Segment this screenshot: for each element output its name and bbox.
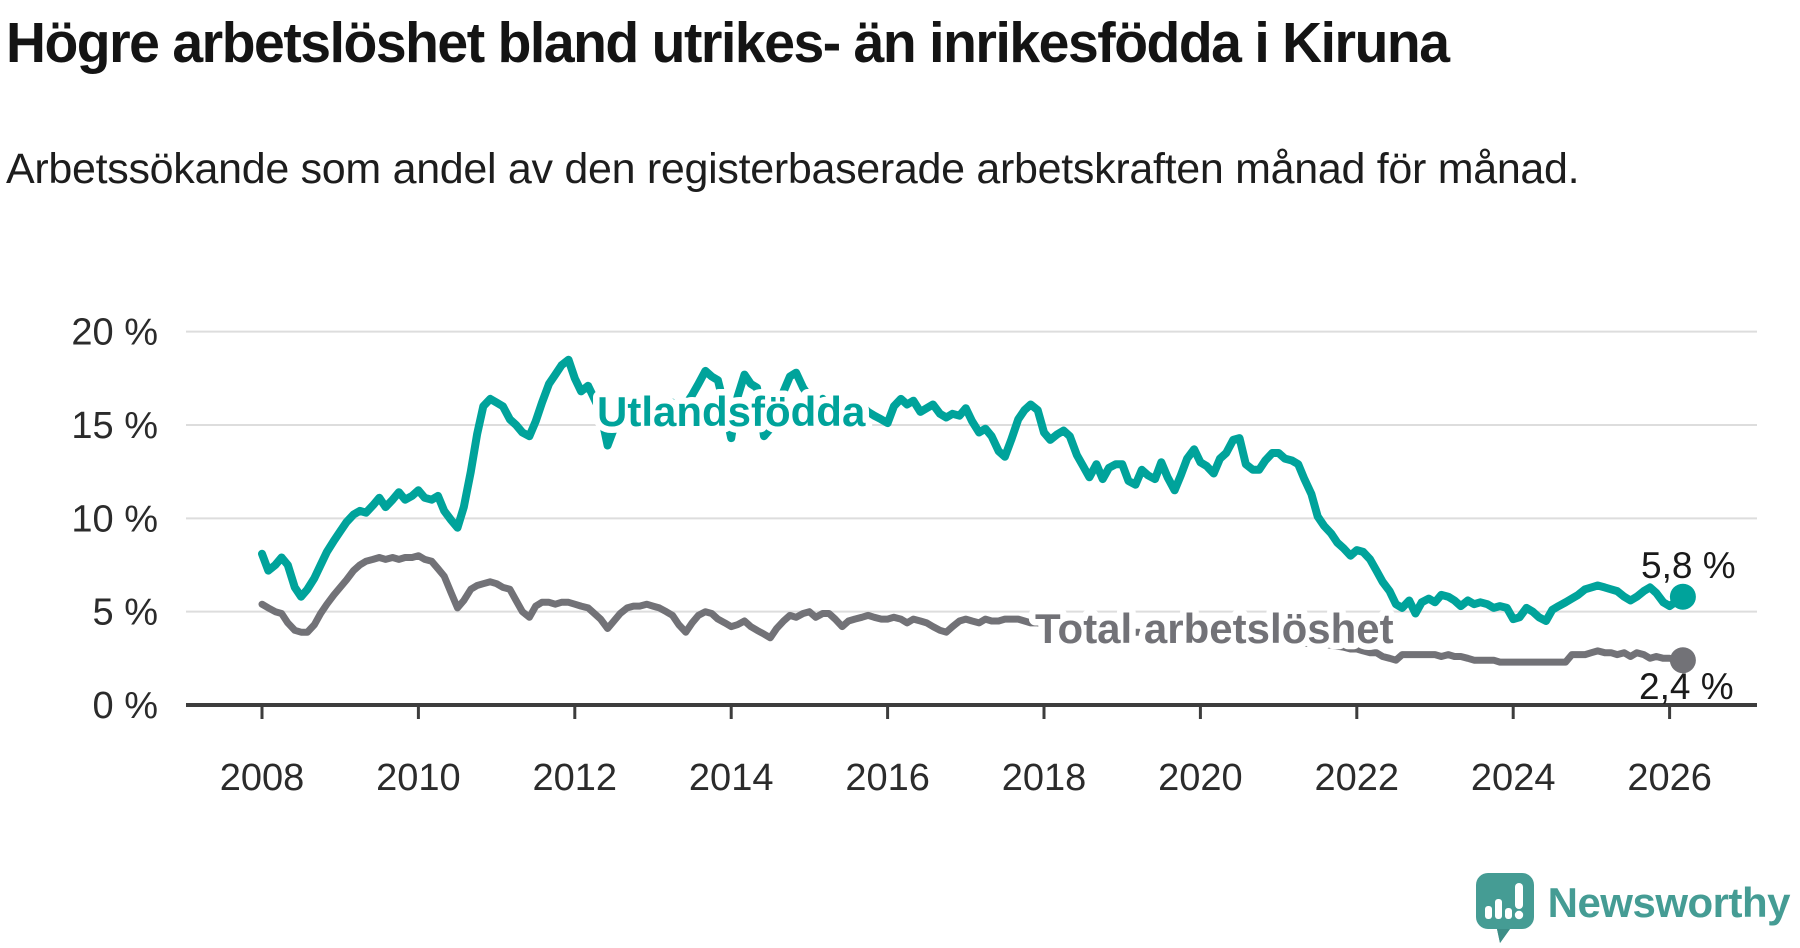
x-axis-tick-label: 2020	[1158, 757, 1243, 799]
series-end-dot-utlandsfodda	[1669, 583, 1696, 610]
series-label-utlandsfodda: Utlandsfödda	[597, 388, 866, 435]
x-axis-tick-label: 2008	[220, 757, 305, 799]
x-axis-tick-label: 2014	[689, 757, 774, 799]
x-axis-tick-label: 2022	[1315, 757, 1400, 799]
series-label-total: Total arbetslöshet	[1035, 605, 1394, 652]
x-axis-tick-label: 2012	[533, 757, 618, 799]
series-end-value-label: 5,8 %	[1641, 545, 1736, 586]
y-axis-tick-label: 15 %	[71, 405, 158, 447]
x-axis-tick-label: 2026	[1627, 757, 1712, 799]
chart-subtitle: Arbetssökande som andel av den registerb…	[6, 145, 1580, 193]
series-line-utlandsfodda	[258, 355, 1687, 625]
y-axis-tick-label: 5 %	[93, 592, 158, 634]
y-axis-tick-label: 0 %	[93, 685, 158, 727]
newsworthy-bar-chart-icon	[1475, 873, 1534, 943]
series-end-dot-total	[1669, 647, 1696, 674]
x-axis-tick-label: 2010	[376, 757, 461, 799]
newsworthy-logo: Newsworthy	[1475, 872, 1791, 948]
newsworthy-wordmark: Newsworthy	[1547, 879, 1791, 926]
y-axis-tick-label: 10 %	[71, 498, 158, 540]
x-axis-tick-label: 2018	[1002, 757, 1087, 799]
x-axis-tick-label: 2024	[1471, 757, 1556, 799]
x-axis-tick-label: 2016	[845, 757, 930, 799]
page-title: Högre arbetslöshet bland utrikes- än inr…	[6, 11, 1450, 75]
y-axis-tick-label: 20 %	[71, 312, 158, 354]
series-line-total	[258, 552, 1687, 666]
series-end-value-label: 2,4 %	[1639, 666, 1734, 707]
